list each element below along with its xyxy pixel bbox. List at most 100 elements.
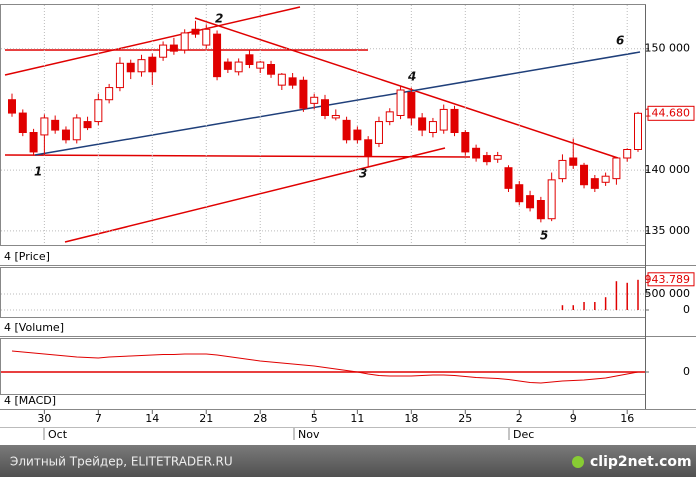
- candle-body: [105, 87, 114, 101]
- candle-body: [331, 115, 340, 119]
- candle-body: [277, 73, 286, 86]
- candle-body: [526, 195, 535, 209]
- y-tick-label: 0: [683, 365, 690, 378]
- candle-body: [137, 59, 146, 73]
- annotation: 3: [359, 167, 367, 181]
- month-label: Oct: [48, 428, 68, 441]
- candle-body: [515, 184, 524, 203]
- candle-body: [213, 33, 222, 78]
- x-tick-label: 21: [199, 412, 213, 425]
- candle-body: [245, 54, 254, 65]
- x-tick-label: 5: [311, 412, 318, 425]
- candle-body: [482, 155, 491, 163]
- x-tick-label: 14: [145, 412, 159, 425]
- trend-line: [194, 17, 619, 159]
- x-tick-label: 11: [350, 412, 364, 425]
- candle-body: [612, 157, 621, 180]
- y-tick-label: 0: [683, 303, 690, 316]
- candle-body: [439, 108, 448, 131]
- x-tick-label: 16: [620, 412, 634, 425]
- x-tick-label: 7: [95, 412, 102, 425]
- x-tick-label: 30: [37, 412, 51, 425]
- candle-body: [428, 121, 437, 133]
- candle-body: [342, 119, 351, 141]
- candle-body: [472, 147, 481, 159]
- x-tick-label: 2: [516, 412, 523, 425]
- last-price-box: [647, 105, 695, 121]
- candle-body: [94, 99, 103, 123]
- month-label: Nov: [298, 428, 320, 441]
- candle-body: [29, 132, 38, 153]
- background: [0, 0, 696, 445]
- y-tick-label: 150 000: [645, 42, 691, 55]
- candle-body: [461, 132, 470, 153]
- candle-body: [504, 167, 513, 189]
- trend-line: [64, 147, 446, 243]
- panel-label: 4 [MACD]: [4, 394, 56, 407]
- candle-body: [126, 62, 135, 73]
- candle-body: [40, 117, 49, 136]
- candle-body: [601, 175, 610, 183]
- x-tick-label: 28: [253, 412, 267, 425]
- candle-body: [364, 139, 373, 157]
- candle-body: [267, 64, 276, 75]
- candle-body: [418, 117, 427, 131]
- candle-body: [299, 79, 308, 109]
- candle-body: [61, 129, 70, 141]
- candle-body: [288, 77, 297, 86]
- candle-body: [83, 121, 92, 129]
- last-volume-box: [647, 272, 695, 287]
- candle-body: [169, 44, 178, 52]
- candle-body: [256, 61, 265, 69]
- logo-icon: [572, 456, 584, 468]
- candle-body: [223, 61, 232, 70]
- annotation: 6: [616, 34, 624, 48]
- candle-body: [18, 112, 27, 133]
- candle-body: [569, 157, 578, 166]
- month-label: Dec: [513, 428, 534, 441]
- candle-body: [634, 112, 642, 150]
- candle-body: [353, 129, 362, 141]
- y-tick-label: 135 000: [645, 224, 691, 237]
- candle-body: [202, 28, 211, 46]
- candle-body: [580, 164, 589, 186]
- candle-body: [115, 62, 124, 89]
- last-price-label: 144.680: [645, 106, 691, 119]
- footer-logo[interactable]: clip2net.com: [590, 454, 692, 470]
- y-tick-label: 140 000: [645, 163, 691, 176]
- candle-body: [234, 61, 243, 73]
- x-tick-label: 25: [458, 412, 472, 425]
- candle-body: [396, 89, 405, 116]
- candle-body: [547, 179, 556, 220]
- candle-body: [310, 96, 319, 104]
- candle-body: [8, 99, 16, 114]
- candle-body: [558, 159, 567, 180]
- candle-body: [385, 111, 394, 123]
- annotation: 2: [215, 12, 223, 26]
- candle-body: [148, 56, 157, 73]
- candle-body: [72, 117, 81, 141]
- panel-label: 4 [Price]: [4, 250, 50, 263]
- footer-text: Элитный Трейдер, ELITETRADER.RU: [10, 455, 233, 469]
- annotation: 5: [540, 229, 548, 243]
- candle-body: [450, 108, 459, 134]
- candle-body: [51, 119, 60, 131]
- annotation: 1: [34, 165, 42, 179]
- candle-body: [536, 200, 545, 220]
- x-tick-label: 9: [570, 412, 577, 425]
- last-volume-label: 943.789: [645, 273, 691, 286]
- annotation: 4: [407, 70, 416, 84]
- candle-body: [407, 91, 416, 119]
- candle-body: [623, 149, 632, 159]
- y-tick-label: 500 000: [645, 287, 691, 300]
- candle-body: [159, 44, 168, 58]
- macd-line: [11, 350, 639, 384]
- x-tick-label: 18: [404, 412, 418, 425]
- candle-body: [374, 121, 383, 144]
- candle-body: [321, 99, 329, 117]
- trend-line: [4, 154, 471, 158]
- candle-body: [590, 178, 599, 189]
- candle-body: [191, 28, 200, 35]
